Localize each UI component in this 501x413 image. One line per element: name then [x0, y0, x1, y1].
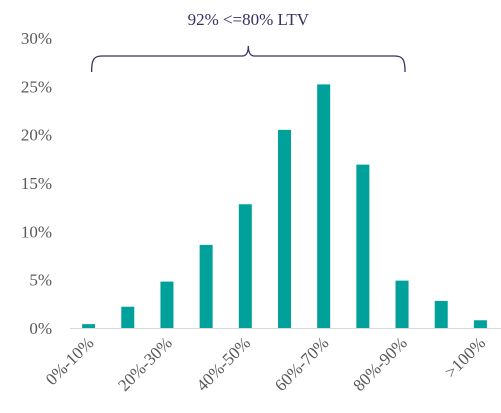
- bar: [238, 204, 252, 328]
- y-tick-label: 0%: [29, 319, 52, 338]
- bar: [473, 320, 487, 328]
- x-tick-label: >100%: [441, 333, 489, 381]
- bar: [356, 164, 370, 328]
- ltv-annotation: 92% <=80% LTV: [90, 10, 406, 73]
- bar: [395, 280, 409, 328]
- y-tick-label: 15%: [21, 174, 52, 193]
- annotation-label: 92% <=80% LTV: [188, 10, 310, 29]
- bar: [434, 300, 448, 328]
- x-axis: 0%-10% 20%-30% 40%-50% 60%-70% 80%-90% >100%: [42, 333, 489, 395]
- y-tick-label: 20%: [21, 126, 52, 145]
- y-axis: 0% 5% 10% 15% 20% 25% 30%: [21, 29, 52, 338]
- y-tick-label: 25%: [21, 77, 52, 96]
- y-tick-label: 30%: [21, 29, 52, 48]
- x-tick-label: 80%-90%: [349, 333, 411, 395]
- x-tick-label: 40%-50%: [193, 333, 255, 395]
- bar: [82, 324, 96, 328]
- annotation-bracket: [90, 45, 406, 73]
- bar-series: [82, 84, 487, 329]
- x-tick-label: 20%-30%: [114, 333, 176, 395]
- bar: [160, 281, 174, 328]
- x-tick-label: 60%-70%: [271, 333, 333, 395]
- y-tick-label: 5%: [29, 271, 52, 290]
- bar: [278, 129, 291, 328]
- x-tick-label: 0%-10%: [42, 333, 97, 388]
- y-tick-label: 10%: [21, 222, 52, 241]
- bar: [317, 84, 331, 329]
- bar: [199, 244, 213, 328]
- bar: [121, 306, 135, 328]
